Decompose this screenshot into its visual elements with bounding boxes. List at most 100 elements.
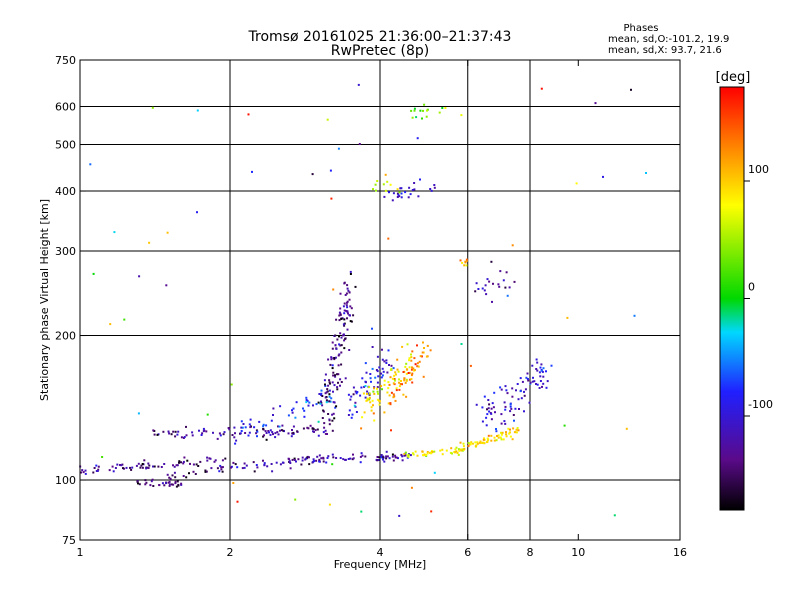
y-tick-label: 600 [55, 101, 76, 114]
data-point [334, 375, 337, 378]
data-point [518, 408, 520, 410]
data-point [377, 375, 380, 378]
data-point [342, 458, 345, 461]
data-point [403, 453, 406, 455]
data-point [422, 375, 425, 378]
data-point [369, 377, 372, 380]
data-point [186, 459, 189, 462]
data-point [423, 347, 425, 349]
data-point [373, 386, 376, 389]
data-point [508, 432, 511, 435]
data-point [339, 332, 342, 335]
data-point [633, 314, 636, 317]
data-point [148, 241, 151, 244]
data-point [129, 466, 131, 469]
data-point [487, 434, 490, 437]
data-point [377, 459, 380, 461]
data-point [344, 337, 347, 340]
data-point [474, 290, 477, 293]
data-point [152, 429, 155, 432]
data-point [119, 464, 121, 466]
data-point [494, 411, 496, 414]
data-point [512, 427, 515, 430]
data-point [331, 463, 334, 466]
data-point [455, 450, 458, 453]
data-point [380, 385, 383, 388]
data-point [355, 411, 358, 413]
data-point [461, 448, 464, 451]
data-point [387, 381, 390, 384]
data-point [461, 261, 464, 264]
data-point [523, 394, 526, 397]
data-point [396, 368, 399, 371]
data-point [392, 393, 395, 396]
data-point [404, 191, 407, 194]
data-point [365, 381, 367, 384]
data-point [173, 465, 176, 468]
data-point [199, 460, 202, 463]
data-point [174, 482, 177, 485]
gridlines [80, 60, 680, 540]
data-point [508, 286, 511, 289]
data-point [531, 364, 534, 367]
data-point [327, 455, 330, 458]
data-point [387, 237, 390, 240]
data-point [253, 470, 256, 473]
data-point [205, 430, 208, 433]
data-point [168, 432, 171, 435]
data-point [243, 462, 246, 465]
data-point [353, 404, 356, 407]
data-point [301, 459, 304, 462]
data-point [513, 419, 515, 422]
data-point [182, 462, 185, 465]
data-point [359, 461, 362, 464]
data-point [331, 381, 334, 384]
data-point [255, 429, 258, 432]
data-point [407, 453, 410, 456]
data-point [222, 433, 225, 436]
data-point [144, 479, 147, 482]
data-point [478, 441, 481, 444]
data-point [160, 466, 163, 468]
data-point [416, 454, 419, 457]
data-point [221, 470, 224, 473]
data-point [481, 441, 484, 444]
data-point [536, 369, 539, 372]
data-point [381, 367, 384, 370]
data-point [114, 467, 117, 469]
data-point [486, 408, 488, 411]
data-point [334, 374, 336, 377]
data-point [386, 180, 389, 183]
data-point [337, 364, 340, 367]
data-point [449, 451, 452, 454]
data-point [361, 377, 364, 380]
data-point [457, 448, 460, 451]
data-point [384, 189, 387, 192]
data-point [388, 191, 390, 194]
data-point [271, 470, 274, 473]
data-point [192, 470, 195, 473]
data-point [361, 416, 364, 419]
data-point [323, 379, 326, 382]
data-point [509, 431, 511, 434]
data-point [403, 379, 406, 382]
data-point [231, 434, 234, 436]
data-point [329, 363, 332, 366]
data-point [297, 458, 300, 461]
data-point [371, 346, 374, 348]
data-point [376, 387, 378, 390]
data-point [324, 432, 327, 435]
data-point [324, 383, 326, 386]
data-point [325, 399, 328, 402]
data-point [218, 432, 221, 435]
data-point [422, 454, 424, 457]
data-point [242, 423, 245, 425]
data-point [233, 426, 236, 429]
data-point [467, 445, 470, 448]
data-point [240, 430, 243, 432]
data-point [515, 431, 518, 434]
data-point [282, 429, 285, 432]
data-point [243, 466, 246, 469]
data-point [198, 429, 200, 432]
data-point [392, 367, 395, 370]
